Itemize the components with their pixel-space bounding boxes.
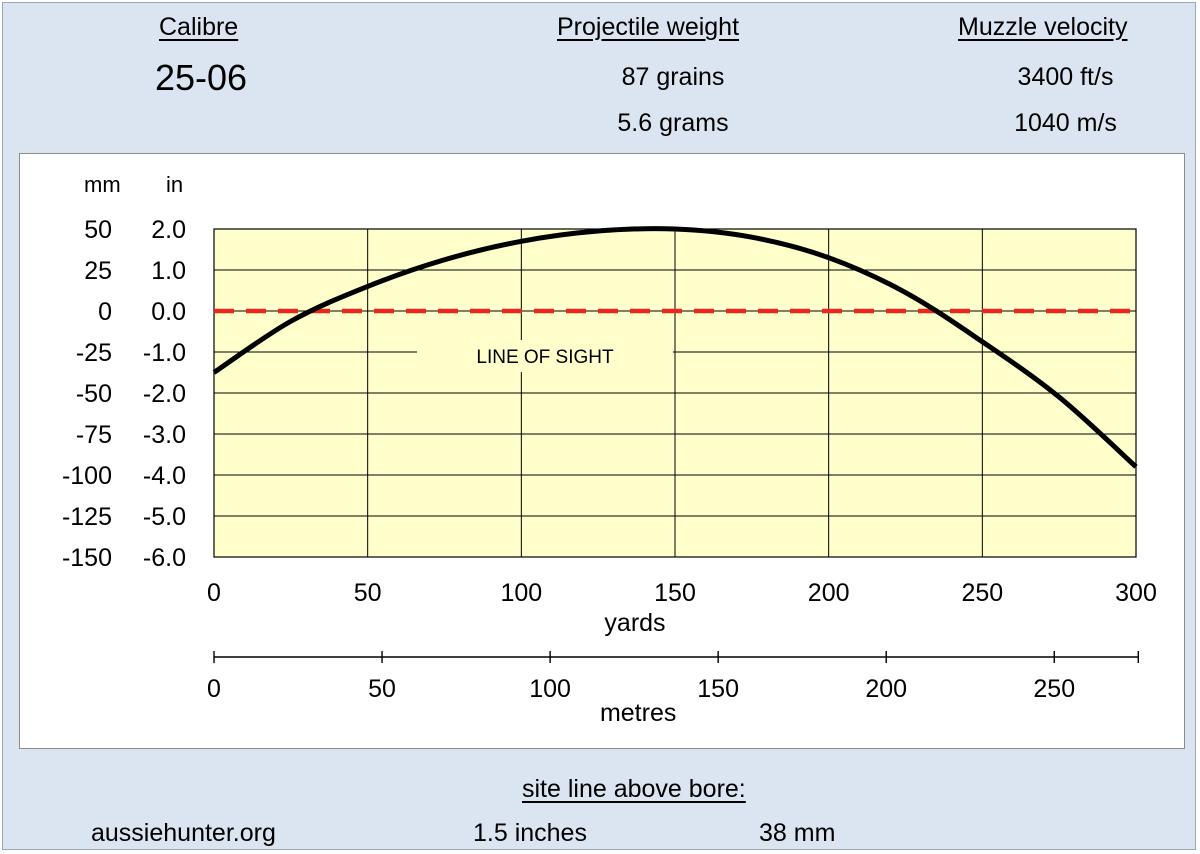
sightline-mm: 38 mm bbox=[759, 819, 836, 847]
y-tick-label-in: 0.0 bbox=[151, 298, 186, 326]
x-tick-label-metres: 200 bbox=[865, 675, 907, 703]
velocity-ms: 1040 m/s bbox=[1014, 109, 1117, 137]
y-tick-label-mm: -150 bbox=[62, 544, 112, 572]
x-tick-label-yards: 150 bbox=[654, 579, 696, 607]
x-tick-label-metres: 250 bbox=[1033, 675, 1075, 703]
x-tick-label-yards: 200 bbox=[808, 579, 850, 607]
y-unit-mm: mm bbox=[84, 172, 121, 197]
y-tick-label-mm: 25 bbox=[84, 257, 112, 285]
y-tick-label-mm: 50 bbox=[84, 216, 112, 244]
y-tick-label-in: -2.0 bbox=[143, 380, 186, 408]
x-axis-label-metres: metres bbox=[600, 699, 676, 727]
y-tick-label-mm: -125 bbox=[62, 503, 112, 531]
velocity-fps: 3400 ft/s bbox=[1017, 63, 1114, 91]
site-name: aussiehunter.org bbox=[91, 819, 276, 847]
y-tick-label-mm: -100 bbox=[62, 462, 112, 490]
x-tick-label-yards: 300 bbox=[1115, 579, 1157, 607]
y-tick-label-in: -6.0 bbox=[143, 544, 186, 572]
sightline-label: site line above bore: bbox=[522, 775, 746, 803]
x-tick-label-metres: 100 bbox=[529, 675, 571, 703]
x-axis-label-yards: yards bbox=[604, 609, 665, 637]
x-tick-label-metres: 50 bbox=[368, 675, 396, 703]
y-tick-label-in: 1.0 bbox=[151, 257, 186, 285]
x-tick-label-yards: 250 bbox=[961, 579, 1003, 607]
x-tick-label-yards: 100 bbox=[500, 579, 542, 607]
y-tick-label-in: -4.0 bbox=[143, 462, 186, 490]
y-tick-label-in: 2.0 bbox=[151, 216, 186, 244]
x-tick-label-metres: 0 bbox=[207, 675, 221, 703]
trajectory-chart: 50 2.0 25 1.0 0 0.0 -25 -1.0 -50 -2.0 -75 -3.0 -100 -… bbox=[62, 172, 1157, 727]
y-tick-label-mm: 0 bbox=[98, 298, 112, 326]
calibre-label: Calibre bbox=[159, 13, 239, 41]
y-unit-in: in bbox=[166, 172, 183, 197]
chart-panel: 50 2.0 25 1.0 0 0.0 -25 -1.0 -50 -2.0 -75 -3.0 -100 -… bbox=[19, 153, 1185, 749]
x-tick-label-yards: 0 bbox=[207, 579, 221, 607]
muzzle-velocity-label: Muzzle velocity bbox=[958, 13, 1128, 41]
line-of-sight-annotation: LINE OF SIGHT bbox=[476, 347, 614, 368]
annotation-background bbox=[417, 340, 673, 373]
y-tick-label-in: -5.0 bbox=[143, 503, 186, 531]
weight-grams: 5.6 grams bbox=[617, 109, 729, 137]
sightline-inches: 1.5 inches bbox=[473, 819, 587, 847]
y-tick-label-mm: -50 bbox=[76, 380, 112, 408]
weight-grains: 87 grains bbox=[621, 63, 725, 91]
trajectory-line bbox=[212, 226, 1138, 469]
y-tick-label-in: -1.0 bbox=[143, 339, 186, 367]
calibre-value: 25-06 bbox=[155, 57, 248, 98]
y-tick-label-in: -3.0 bbox=[143, 421, 186, 449]
y-tick-label-mm: -25 bbox=[76, 339, 112, 367]
x-tick-label-yards: 50 bbox=[354, 579, 382, 607]
x-tick-label-metres: 150 bbox=[697, 675, 739, 703]
y-tick-label-mm: -75 bbox=[76, 421, 112, 449]
projectile-weight-label: Projectile weight bbox=[557, 13, 740, 41]
